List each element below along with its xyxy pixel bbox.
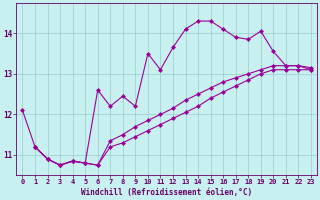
X-axis label: Windchill (Refroidissement éolien,°C): Windchill (Refroidissement éolien,°C) — [81, 188, 252, 197]
